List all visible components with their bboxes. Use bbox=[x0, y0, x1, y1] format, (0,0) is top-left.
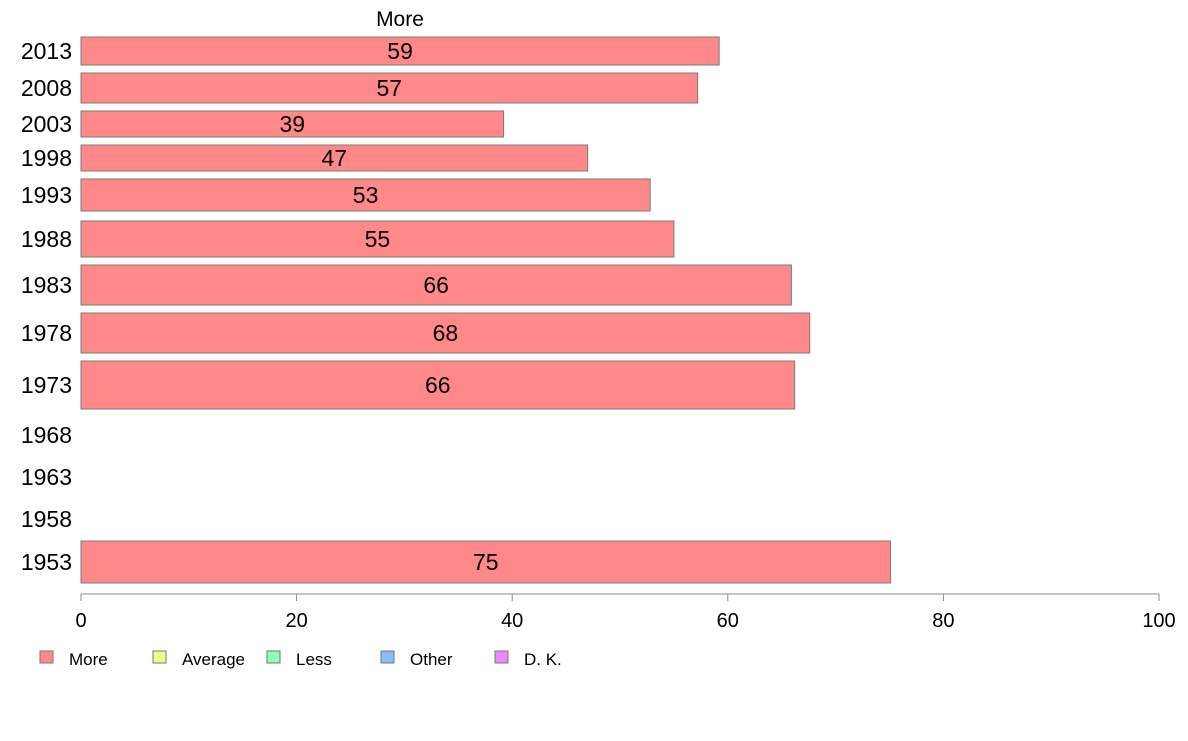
bar-data-label: 39 bbox=[279, 111, 305, 137]
legend-label: Less bbox=[296, 650, 332, 669]
bar-data-label: 66 bbox=[423, 272, 449, 298]
legend: More Average Less Other D. K. bbox=[39, 650, 562, 669]
bar-data-label: 47 bbox=[322, 145, 348, 171]
x-tick-label: 40 bbox=[501, 610, 523, 632]
bar bbox=[80, 110, 505, 138]
x-tick-label: 100 bbox=[1142, 610, 1175, 632]
legend-swatch bbox=[380, 650, 395, 664]
bar bbox=[80, 144, 589, 172]
legend-swatch bbox=[494, 650, 509, 664]
bar-data-label: 66 bbox=[425, 372, 451, 398]
y-tick-label: 2008 bbox=[21, 75, 72, 101]
y-axis: 2013 2008 2003 1998 1993 1988 1983 1978 1973 1968… bbox=[21, 38, 72, 575]
x-tick-label: 60 bbox=[717, 610, 739, 632]
bar-data-label: 68 bbox=[433, 320, 459, 346]
y-tick-label: 1983 bbox=[21, 272, 72, 298]
y-tick-label: 1973 bbox=[21, 372, 72, 398]
bar bbox=[80, 264, 792, 306]
bar-data-label: 59 bbox=[387, 38, 413, 64]
y-tick-label: 1993 bbox=[21, 182, 72, 208]
legend-label: D. K. bbox=[524, 650, 562, 669]
bar-data-label: 53 bbox=[353, 182, 379, 208]
x-tick-label: 0 bbox=[75, 610, 86, 632]
x-tick-label: 20 bbox=[285, 610, 307, 632]
bar bbox=[80, 36, 720, 66]
x-tick-label: 80 bbox=[932, 610, 954, 632]
y-tick-label: 1998 bbox=[21, 145, 72, 171]
legend-swatch bbox=[266, 650, 281, 664]
bar-data-label: 75 bbox=[473, 549, 499, 575]
bar bbox=[80, 360, 796, 410]
y-tick-label: 2003 bbox=[21, 111, 72, 137]
bar-data-label: 57 bbox=[377, 75, 403, 101]
bar bbox=[80, 72, 699, 104]
y-tick-label: 1988 bbox=[21, 226, 72, 252]
bar bbox=[80, 312, 811, 354]
y-tick-label: 1963 bbox=[21, 464, 72, 490]
y-tick-label: 1978 bbox=[21, 320, 72, 346]
legend-label: Other bbox=[410, 650, 453, 669]
y-tick-label: 2013 bbox=[21, 38, 72, 64]
bar bbox=[80, 178, 651, 212]
legend-swatch bbox=[39, 650, 54, 664]
legend-label: More bbox=[69, 650, 108, 669]
bar bbox=[80, 540, 892, 584]
legend-swatch bbox=[152, 650, 167, 664]
y-tick-label: 1958 bbox=[21, 506, 72, 532]
legend-label: Average bbox=[182, 650, 245, 669]
chart-title: More bbox=[376, 8, 424, 31]
bar bbox=[80, 220, 675, 258]
bar-data-label: 55 bbox=[365, 226, 391, 252]
y-tick-label: 1968 bbox=[21, 422, 72, 448]
y-tick-label: 1953 bbox=[21, 549, 72, 575]
x-axis: 0 20 40 60 80 100 bbox=[75, 593, 1176, 632]
